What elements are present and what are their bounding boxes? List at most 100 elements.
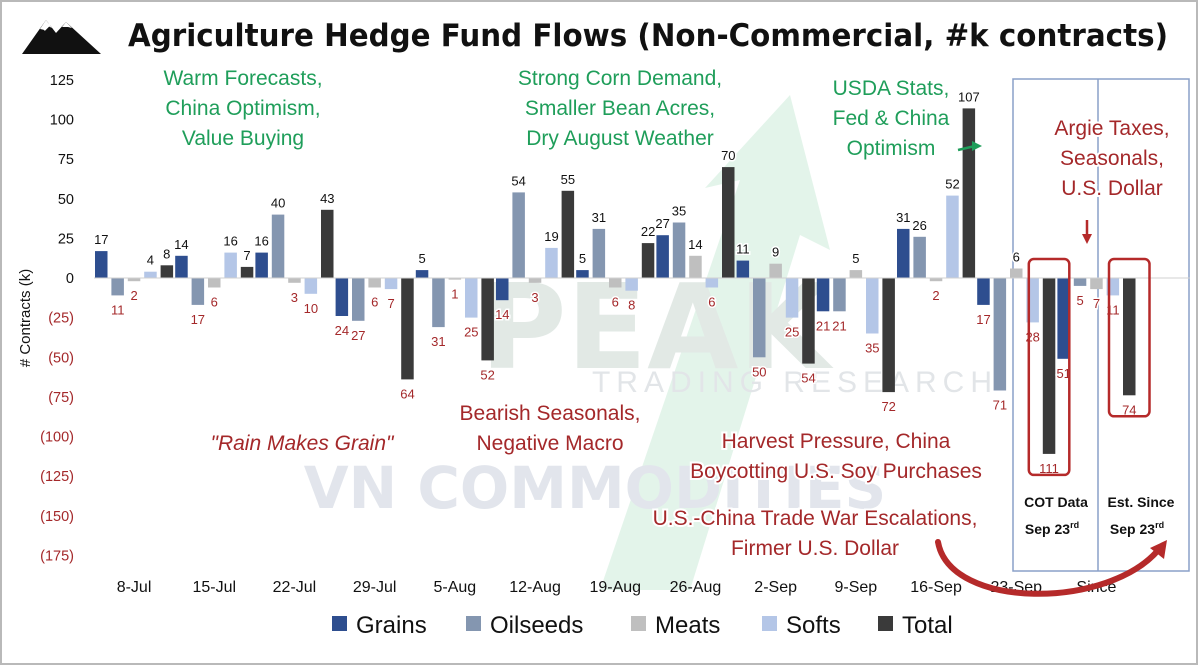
data-label: 21 — [816, 318, 830, 333]
bar-oilseeds — [592, 228, 606, 278]
data-label: 24 — [335, 323, 349, 338]
data-label: 11 — [111, 302, 125, 317]
bar-oilseeds — [352, 278, 365, 321]
bar-grains — [816, 278, 830, 312]
bar-softs — [866, 278, 879, 334]
bar-meats — [288, 278, 301, 283]
curved-arrow-head-icon — [1150, 540, 1167, 559]
bar-grains — [175, 255, 188, 278]
data-label: 19 — [544, 229, 558, 244]
panel-frame — [1012, 78, 1190, 572]
data-label: 40 — [271, 196, 285, 211]
legend-swatch-softs — [762, 616, 777, 631]
data-label: 111 — [1039, 461, 1059, 476]
bar-softs — [785, 278, 799, 318]
watermark-name: VN COMMODITIES — [304, 454, 887, 522]
bar-oilseeds — [672, 222, 686, 278]
y-tick-label: (150) — [40, 509, 74, 525]
annotation-text: U.S. Dollar — [1061, 177, 1163, 200]
x-tick-label: 22-Jul — [273, 579, 317, 596]
annotation-text: Optimism — [847, 137, 936, 160]
x-tick-label: 5-Aug — [433, 579, 476, 596]
legend-swatch-grains — [332, 616, 347, 631]
y-axis-label: # Contracts (k) — [17, 269, 34, 367]
bar-total — [401, 278, 414, 380]
annotations-layer: Warm Forecasts, China Optimism, Value Buyi… — [161, 65, 1172, 597]
data-label: 31 — [896, 210, 910, 225]
highlight-box — [1107, 257, 1151, 418]
annotation-text: Firmer U.S. Dollar — [731, 537, 899, 560]
bar-grains — [656, 235, 669, 278]
annotation-text: Seasonals, — [1060, 147, 1164, 170]
bar-oilseeds — [191, 278, 205, 305]
data-label: 64 — [400, 386, 414, 401]
data-label: 55 — [561, 172, 575, 187]
bar-meats — [528, 278, 542, 283]
bar-softs — [625, 278, 638, 291]
bar-meats — [368, 278, 381, 288]
bar-grains — [736, 260, 750, 278]
legend-label-softs: Softs — [786, 612, 841, 639]
data-label: 27 — [351, 328, 365, 343]
data-label: 16 — [223, 234, 237, 249]
y-tick-label: (50) — [48, 350, 74, 366]
bar-oilseeds — [432, 278, 445, 328]
annotation-text: Smaller Bean Acres, — [525, 97, 715, 120]
bar-grains — [335, 278, 349, 316]
panel-note-line1: Est. Since — [1108, 494, 1175, 510]
data-label: 21 — [832, 318, 846, 333]
bar-softs — [705, 278, 719, 288]
x-tick-label: 2-Sep — [754, 579, 797, 596]
data-label: 54 — [511, 173, 525, 188]
annotation-text: Harvest Pressure, China — [722, 430, 951, 453]
axes-layer: # Contracts (k)1251007550250(25)(50)(75)… — [17, 73, 1190, 596]
chart-title: Agriculture Hedge Fund Flows (Non-Commer… — [128, 18, 1168, 54]
bar-grains — [255, 252, 268, 278]
bar-grains — [1057, 278, 1070, 359]
bar-oilseeds — [833, 278, 846, 312]
data-label: 4 — [147, 253, 154, 268]
bar-softs — [144, 271, 157, 278]
data-label: 5 — [579, 251, 586, 266]
data-label: 2 — [932, 288, 939, 303]
bars-layer — [95, 108, 1136, 454]
bar-softs — [384, 278, 398, 290]
legend-label-oilseeds: Oilseeds — [490, 612, 583, 639]
bar-total — [802, 278, 815, 364]
data-label: 14 — [174, 237, 188, 252]
annotation-text: USDA Stats, — [833, 77, 950, 100]
legend-label-grains: Grains — [356, 612, 427, 639]
bar-meats — [609, 278, 622, 288]
bar-meats — [769, 263, 782, 278]
data-label: 22 — [641, 224, 655, 239]
highlight-box — [1027, 257, 1071, 477]
data-label: 14 — [688, 237, 702, 252]
data-label: 14 — [495, 307, 509, 322]
x-tick-label: 19-Aug — [589, 579, 641, 596]
data-label: 5 — [852, 251, 859, 266]
bar-grains — [897, 228, 910, 278]
bar-softs — [946, 195, 959, 278]
data-label: 1 — [451, 287, 458, 302]
bar-total — [882, 278, 895, 393]
x-tick-label: 12-Aug — [509, 579, 561, 596]
bar-meats — [127, 278, 141, 282]
legend-swatch-oilseeds — [466, 616, 481, 631]
data-label: 43 — [320, 191, 334, 206]
annotation-text: Argie Taxes, — [1054, 117, 1169, 140]
annotation-text: China Optimism, — [165, 97, 320, 120]
data-label: 27 — [655, 216, 669, 231]
y-tick-label: 25 — [58, 231, 74, 247]
data-label: 7 — [243, 248, 250, 263]
annotation-text: Bearish Seasonals, — [460, 402, 641, 425]
data-label: 6 — [371, 295, 378, 310]
x-tick-label: 29-Jul — [353, 579, 397, 596]
bar-grains — [95, 251, 108, 278]
bar-softs — [304, 278, 318, 294]
data-label: 107 — [958, 89, 980, 104]
legend-swatch-meats — [631, 616, 646, 631]
annotation-text: "Rain Makes Grain" — [211, 432, 396, 455]
y-tick-label: (125) — [40, 469, 74, 485]
y-tick-label: 75 — [58, 152, 74, 168]
mountain-logo-icon — [22, 8, 101, 54]
